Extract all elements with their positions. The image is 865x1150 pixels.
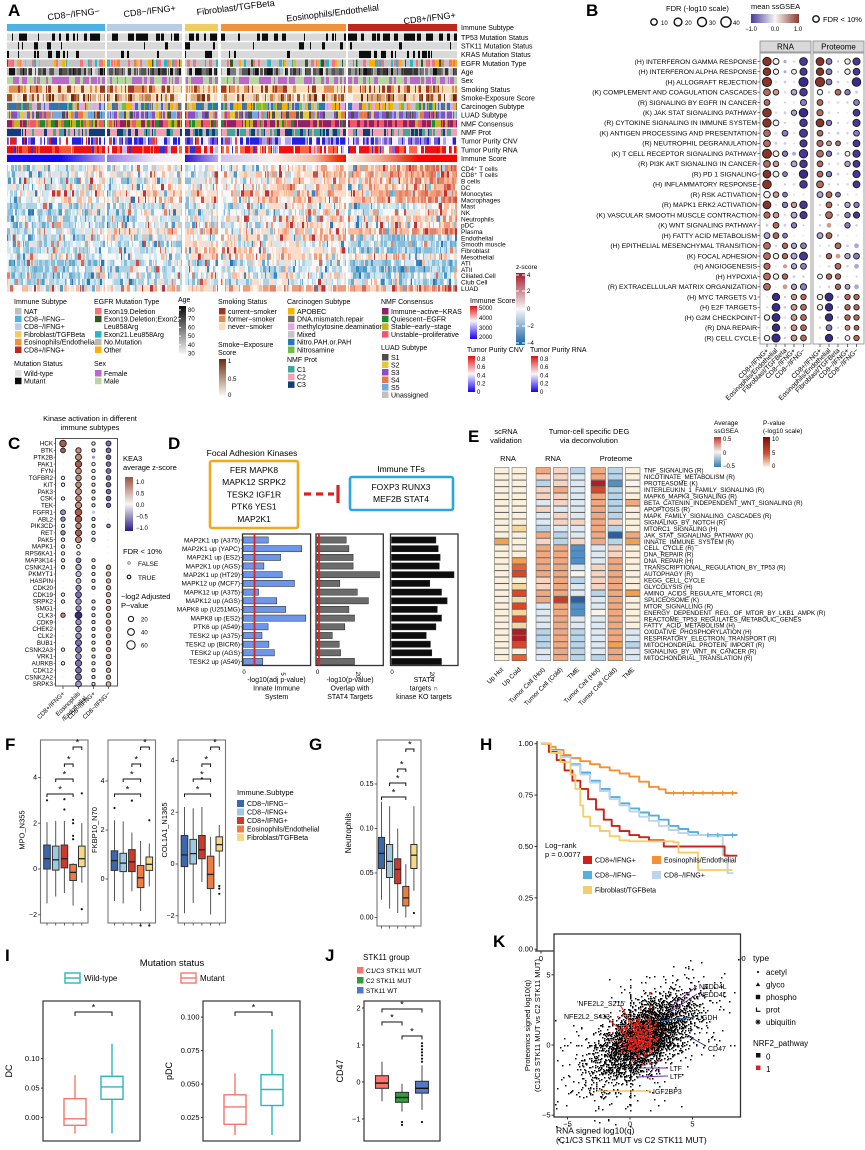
svg-text:CD8−/IFNG−: CD8−/IFNG− bbox=[47, 6, 100, 22]
svg-text:Fibroblast/TGFBeta: Fibroblast/TGFBeta bbox=[196, 0, 275, 17]
svg-text:Eosinophils/Endothelial: Eosinophils/Endothelial bbox=[286, 2, 380, 23]
svg-text:CD8+/IFNG+: CD8+/IFNG+ bbox=[403, 10, 456, 26]
svg-text:CD8−/IFNG+: CD8−/IFNG+ bbox=[123, 3, 176, 19]
svg-text:A: A bbox=[8, 1, 20, 20]
